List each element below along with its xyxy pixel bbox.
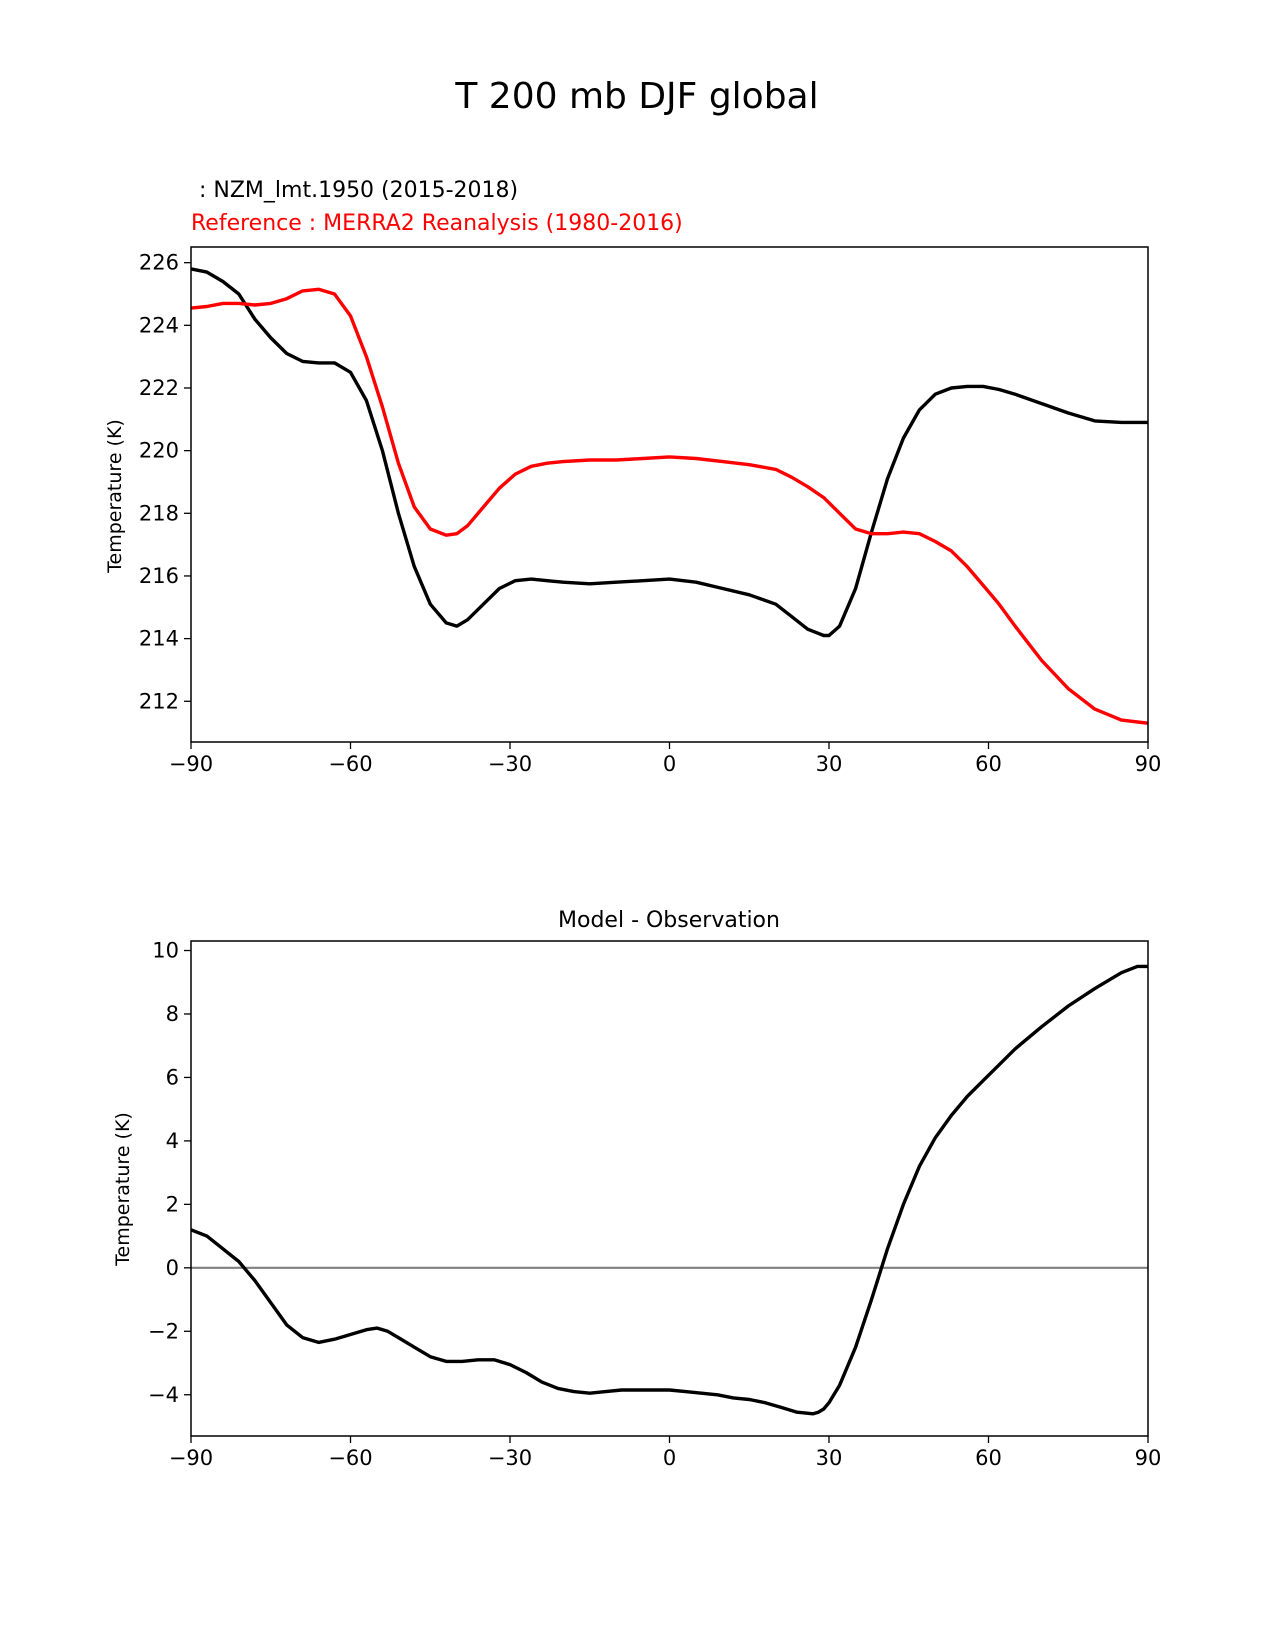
top-x-tick-label: 60 — [975, 752, 1002, 776]
bottom-y-tick-label: 10 — [152, 939, 179, 963]
figure-title: T 200 mb DJF global — [454, 76, 818, 117]
bottom-x-tick-label: 0 — [663, 1446, 676, 1470]
bottom-y-tick-label: −4 — [148, 1383, 179, 1407]
bottom-y-tick-label: 8 — [166, 1002, 179, 1026]
bottom-x-tick-label: −60 — [328, 1446, 372, 1470]
top-y-tick-label: 216 — [139, 564, 179, 588]
bottom-y-tick-label: 4 — [166, 1129, 179, 1153]
bottom-series-line-model — [190, 964, 1148, 1416]
bottom-x-tick-label: −30 — [488, 1446, 532, 1470]
top-y-tick-label: 218 — [139, 501, 179, 525]
top-y-tick-label: 220 — [139, 439, 179, 463]
bottom-y-tick-label: 0 — [166, 1256, 179, 1280]
top-x-tick-label: 0 — [663, 752, 676, 776]
bottom-panel-title: Model - Observation — [558, 908, 780, 933]
top-x-ticks: −90 −60 −30 0 30 60 90 — [169, 742, 1162, 776]
bottom-y-tick-label: 2 — [166, 1192, 179, 1216]
bottom-x-tick-label: 30 — [816, 1446, 843, 1470]
top-x-tick-label: 30 — [816, 752, 843, 776]
bottom-y-ticks: −4 −2 0 2 4 6 8 10 — [148, 939, 191, 1407]
bottom-panel: Model - Observation Temperature (K) −90−… — [112, 908, 1161, 1470]
bottom-series — [190, 964, 1148, 1416]
top-y-tick-label: 222 — [139, 376, 179, 400]
bottom-x-tick-label: −90 — [169, 1446, 213, 1470]
top-y-axis-label: Temperature (K) — [104, 419, 126, 574]
bottom-x-tick-label: 60 — [975, 1446, 1002, 1470]
top-y-tick-label: 212 — [139, 689, 179, 713]
top-series-line-reference — [190, 287, 1149, 725]
top-plot-frame — [190, 246, 1149, 743]
top-y-ticks: 212 214 216 218 220 222 224 226 — [139, 251, 191, 713]
bottom-x-ticks: −90 −60 −30 0 30 60 90 — [169, 1436, 1162, 1470]
bottom-y-tick-label: −2 — [148, 1319, 179, 1343]
top-y-tick-label: 224 — [139, 313, 179, 337]
bottom-plot-frame — [190, 940, 1149, 1437]
top-x-tick-label: −60 — [328, 752, 372, 776]
top-x-tick-label: −90 — [169, 752, 213, 776]
reference-subtitle: Reference : MERRA2 Reanalysis (1980-2016… — [191, 211, 683, 236]
bottom-x-tick-label: 90 — [1135, 1446, 1162, 1470]
top-y-tick-label: 214 — [139, 627, 179, 651]
top-series — [190, 267, 1149, 725]
top-y-tick-label: 226 — [139, 251, 179, 275]
top-panel: : NZM_lmt.1950 (2015-2018) Reference : M… — [104, 178, 1161, 776]
top-x-tick-label: −30 — [488, 752, 532, 776]
model-subtitle: : NZM_lmt.1950 (2015-2018) — [192, 178, 518, 203]
top-x-tick-label: 90 — [1135, 752, 1162, 776]
bottom-y-tick-label: 6 — [166, 1065, 179, 1089]
bottom-y-axis-label: Temperature (K) — [112, 1112, 134, 1267]
top-series-line-model — [190, 267, 1148, 638]
